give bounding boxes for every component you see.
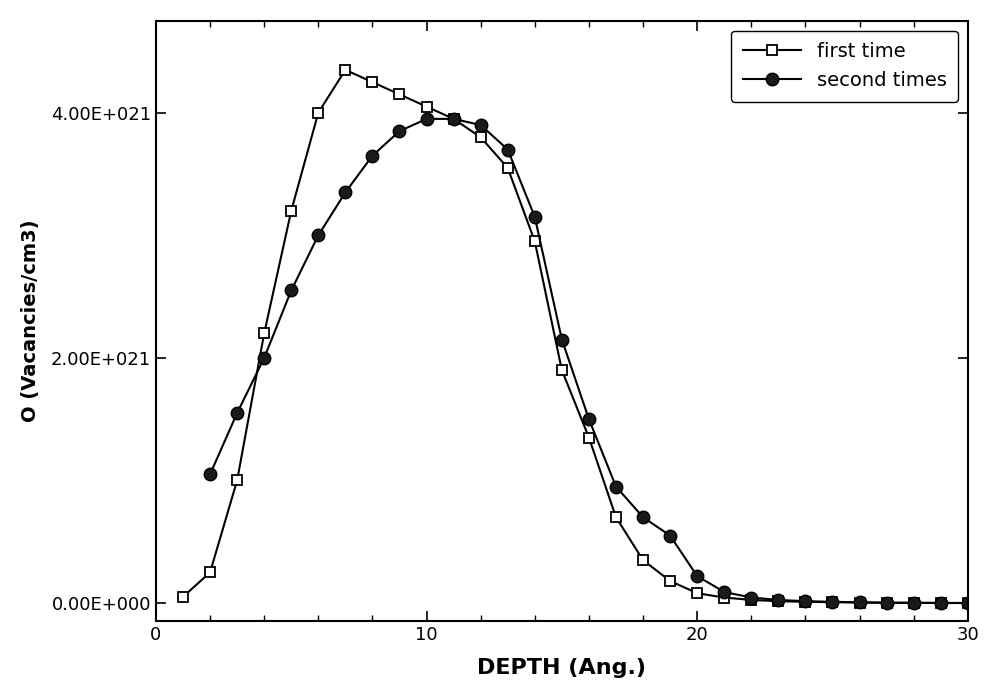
X-axis label: DEPTH (Ang.): DEPTH (Ang.) bbox=[477, 658, 646, 678]
first time bbox=[935, 599, 947, 607]
first time bbox=[231, 476, 243, 484]
first time bbox=[772, 597, 784, 605]
second times bbox=[772, 596, 784, 604]
first time bbox=[393, 90, 405, 99]
first time bbox=[421, 103, 433, 111]
first time bbox=[204, 568, 216, 577]
Legend: first time, second times: first time, second times bbox=[731, 31, 958, 101]
first time bbox=[529, 237, 541, 245]
second times bbox=[718, 588, 730, 596]
second times bbox=[475, 121, 487, 129]
second times bbox=[448, 115, 460, 123]
second times bbox=[502, 145, 514, 154]
second times bbox=[258, 354, 270, 362]
Line: second times: second times bbox=[204, 113, 974, 610]
second times bbox=[908, 598, 920, 607]
first time bbox=[448, 115, 460, 123]
first time bbox=[908, 599, 920, 607]
first time bbox=[502, 164, 514, 172]
first time bbox=[799, 598, 811, 606]
second times bbox=[529, 212, 541, 221]
first time bbox=[962, 599, 974, 607]
first time bbox=[583, 433, 595, 442]
second times bbox=[339, 188, 351, 196]
first time bbox=[366, 78, 378, 86]
second times bbox=[204, 470, 216, 479]
first time bbox=[610, 513, 622, 521]
first time bbox=[285, 207, 297, 215]
first time bbox=[637, 556, 649, 564]
second times bbox=[881, 598, 893, 607]
first time bbox=[475, 133, 487, 141]
second times bbox=[583, 415, 595, 424]
second times bbox=[610, 482, 622, 491]
first time bbox=[854, 598, 866, 607]
second times bbox=[556, 336, 568, 344]
second times bbox=[745, 593, 757, 602]
second times bbox=[935, 599, 947, 607]
second times bbox=[664, 531, 676, 540]
second times bbox=[421, 115, 433, 123]
second times bbox=[826, 598, 838, 606]
second times bbox=[366, 152, 378, 160]
Line: first time: first time bbox=[178, 65, 973, 608]
first time bbox=[745, 596, 757, 604]
second times bbox=[637, 513, 649, 521]
first time bbox=[881, 598, 893, 607]
second times bbox=[231, 409, 243, 417]
first time bbox=[177, 593, 189, 601]
first time bbox=[664, 577, 676, 585]
second times bbox=[285, 287, 297, 295]
second times bbox=[799, 597, 811, 605]
first time bbox=[339, 66, 351, 74]
first time bbox=[691, 589, 703, 598]
first time bbox=[718, 593, 730, 602]
first time bbox=[556, 366, 568, 375]
first time bbox=[312, 108, 324, 117]
second times bbox=[854, 598, 866, 607]
first time bbox=[258, 329, 270, 338]
second times bbox=[393, 127, 405, 136]
second times bbox=[312, 231, 324, 240]
second times bbox=[962, 599, 974, 607]
first time bbox=[826, 598, 838, 606]
second times bbox=[691, 572, 703, 580]
Y-axis label: O (Vacancies/cm3): O (Vacancies/cm3) bbox=[21, 220, 40, 422]
